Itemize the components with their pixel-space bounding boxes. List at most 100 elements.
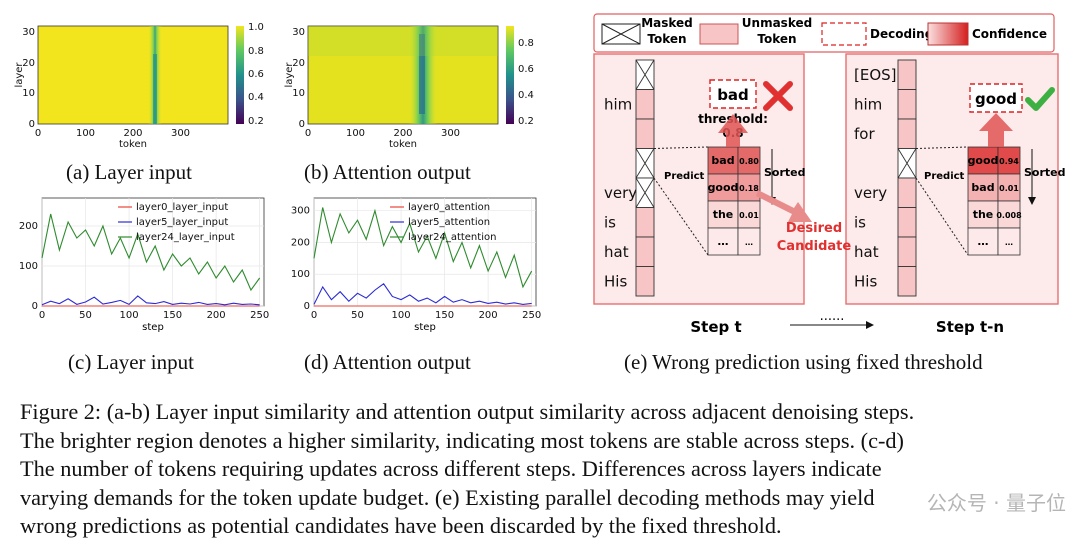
heatmap-b-ytick: 20	[292, 58, 305, 69]
heatmap-a-xlabel: token	[119, 139, 147, 150]
legend-unmasked-2: Token	[757, 32, 796, 46]
candidate-token: the	[973, 208, 994, 221]
series-line-1	[313, 282, 532, 305]
context-word: him	[604, 96, 632, 114]
mask-cross	[635, 59, 655, 90]
heatmap-b-ytick: 30	[292, 27, 305, 38]
y-tick-label: 100	[291, 269, 310, 280]
unmasked-token-cell	[635, 207, 655, 238]
desired-label-2: Candidate	[777, 239, 852, 254]
heatmap-b-xtick: 100	[346, 128, 365, 139]
candidate-score: 0.94	[999, 157, 1019, 166]
unmasked-token-cell	[635, 118, 655, 149]
heatmap-layer-input: 0 100 200 300 0 10 20 30 token layer 1.0…	[14, 22, 264, 150]
unmasked-token-cell	[897, 236, 917, 267]
connector-line	[653, 146, 709, 149]
line-chart-attention-output: 0 50 100 150 200 250 0 100 200 300 step layer0_at…	[291, 197, 541, 333]
check-icon	[1025, 87, 1055, 111]
candidate-token: good	[708, 181, 739, 194]
candidate-token-cell	[967, 227, 999, 256]
figure-caption: Figure 2: (a-b) Layer input similarity a…	[20, 398, 1068, 541]
heatmap-a-plot	[37, 25, 229, 125]
predict-label: Predict	[924, 171, 965, 182]
candidate-token: the	[713, 208, 734, 221]
right-decoded-token: good	[975, 90, 1017, 108]
candidate-score: 0.80	[739, 157, 759, 166]
candidate-score: 0.01	[999, 184, 1019, 193]
legend-masked-1: Masked	[641, 16, 693, 30]
y-tick-label: 200	[19, 221, 38, 232]
mask-cross	[635, 148, 655, 179]
candidate-token-cell	[707, 200, 739, 229]
caption-d: (d) Attention output	[304, 350, 471, 374]
context-word: His	[854, 273, 877, 291]
context-word: hat	[604, 243, 629, 261]
x-tick-label: 100	[120, 310, 139, 321]
caption-e: (e) Wrong prediction using fixed thresho…	[624, 350, 983, 374]
context-word: is	[854, 214, 866, 232]
y-tick-label: 0	[32, 301, 38, 312]
decoding-diagram: Masked Token Unmasked Token Decoding Con…	[593, 13, 1066, 336]
context-word: is	[604, 214, 616, 232]
mask-cross	[635, 177, 655, 208]
left-decoded-box	[709, 79, 757, 109]
candidate-token-cell	[967, 146, 999, 175]
candidate-token-cell	[707, 227, 739, 256]
heatmap-attention-output: 0 100 200 300 0 10 20 30 token layer 0.8…	[284, 25, 534, 150]
x-tick-label: 200	[479, 310, 498, 321]
caption-line: The number of tokens requiring updates a…	[20, 456, 882, 481]
connector-line	[915, 177, 969, 256]
unmasked-token-cell	[635, 89, 655, 120]
caption-b: (b) Attention output	[304, 160, 471, 184]
x-tick-label: 50	[351, 310, 364, 321]
desired-arrow	[756, 190, 812, 222]
unmasked-token-cell	[897, 59, 917, 90]
candidate-token-cell	[967, 200, 999, 229]
heatmap-a-cbar-tick: 0.6	[248, 69, 264, 80]
watermark: 公众号 · 量子位	[926, 491, 1066, 515]
heatmap-a-ytick: 10	[22, 88, 35, 99]
candidate-token: good	[968, 154, 999, 167]
heatmap-a-colorbar	[236, 26, 244, 124]
candidate-score: 0.18	[739, 184, 759, 193]
unmasked-token-cell	[897, 89, 917, 120]
heatmap-b-xtick: 200	[393, 128, 412, 139]
line-d-xlabel: step	[414, 322, 436, 333]
x-tick-label: 0	[39, 310, 45, 321]
heatmap-b-plot	[307, 25, 499, 125]
legend-unmasked-1: Unmasked	[742, 16, 812, 30]
heatmap-b-cbar-tick: 0.6	[518, 64, 534, 75]
caption-a: (a) Layer input	[66, 160, 192, 184]
heatmap-a-xtick: 200	[123, 128, 142, 139]
line-d-frame	[313, 197, 537, 307]
heatmap-b-upper-region	[308, 26, 498, 56]
candidate-token-cell	[967, 173, 999, 202]
line-c-legend: layer0_layer_input	[136, 202, 228, 213]
right-decoded-box	[969, 83, 1023, 113]
unmasked-token-cell	[897, 207, 917, 238]
right-up-arrow	[979, 113, 1013, 147]
heatmap-a-cbar-tick: 1.0	[248, 22, 264, 33]
heatmap-a-ytick: 20	[22, 58, 35, 69]
candidate-score: 0.01	[739, 211, 759, 220]
sorted-label: Sorted	[764, 166, 806, 179]
predict-label: Predict	[664, 171, 705, 182]
heatmap-b-cbar-tick: 0.8	[518, 38, 534, 49]
line-d-legend: layer0_attention	[408, 202, 490, 213]
heatmap-a-ytick: 0	[29, 119, 35, 130]
desired-label-1: Desired	[786, 221, 842, 236]
left-up-arrow	[718, 114, 748, 147]
caption-line: The brighter region denotes a higher sim…	[20, 427, 904, 453]
line-c-xlabel: step	[142, 322, 164, 333]
heatmap-b-xtick: 300	[441, 128, 460, 139]
context-word: for	[854, 125, 875, 143]
right-panel	[845, 53, 1059, 305]
legend-confidence: Confidence	[972, 27, 1047, 41]
heatmap-b-cbar-tick: 0.4	[518, 90, 534, 101]
caption-line: Figure 2: (a-b) Layer input similarity a…	[20, 399, 915, 424]
sorted-arrowhead	[1028, 197, 1036, 205]
step-t-n: Step t-n	[936, 318, 1004, 336]
candidate-score: …	[1005, 238, 1013, 247]
series-line-1	[41, 295, 260, 306]
heatmap-a-cbar-tick: 0.4	[248, 92, 264, 103]
